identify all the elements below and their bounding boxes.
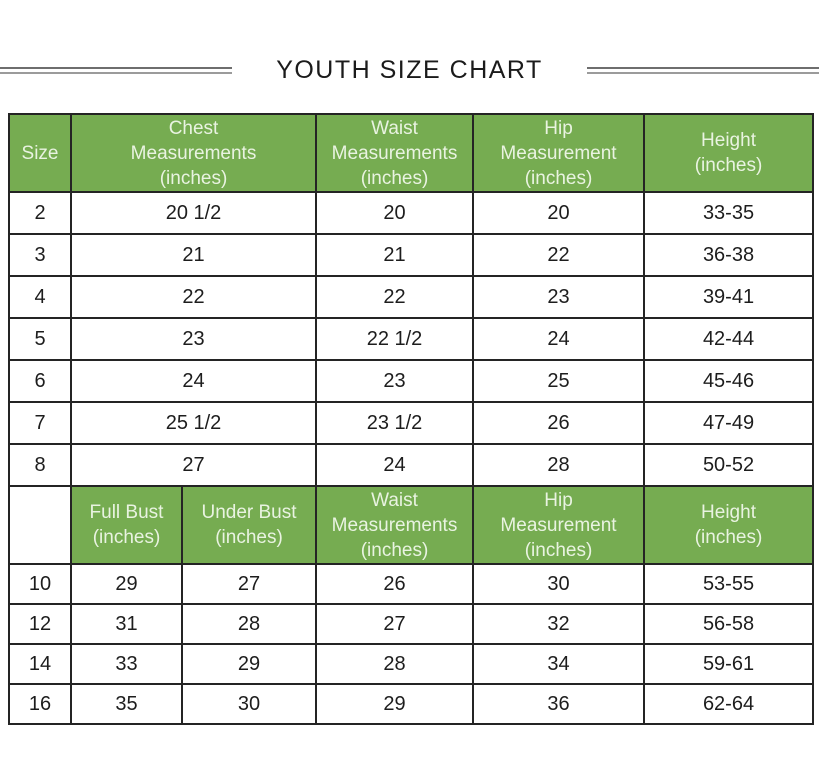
cell-size: 7 xyxy=(8,401,72,445)
page-title: YOUTH SIZE CHART xyxy=(276,56,543,84)
cell-height: 36-38 xyxy=(643,233,815,277)
cell-waist: 29 xyxy=(315,683,475,725)
cell-hip: 24 xyxy=(472,317,646,361)
col-header-waist-2: Waist Measurements (inches) xyxy=(315,485,475,565)
cell-hip: 22 xyxy=(472,233,646,277)
cell-waist: 22 xyxy=(315,275,475,319)
cell-full-bust: 31 xyxy=(70,603,183,645)
cell-under-bust: 28 xyxy=(180,603,318,645)
cell-height: 47-49 xyxy=(643,401,815,445)
cell-waist: 21 xyxy=(315,233,475,277)
cell-height: 45-46 xyxy=(643,359,815,403)
cell-height: 42-44 xyxy=(643,317,815,361)
cell-hip: 32 xyxy=(472,603,646,645)
table-row-size-3: 3 21 21 22 36-38 xyxy=(8,233,815,277)
col-header-height: Height (inches) xyxy=(643,113,815,193)
cell-waist: 20 xyxy=(315,191,475,235)
col-header-chest: Chest Measurements (inches) xyxy=(69,113,318,193)
cell-hip: 23 xyxy=(472,275,646,319)
col-header-waist: Waist Measurements (inches) xyxy=(315,113,475,193)
title-bar: YOUTH SIZE CHART xyxy=(0,0,819,86)
cell-under-bust: 29 xyxy=(180,643,318,685)
cell-size: 14 xyxy=(8,643,72,685)
title-rule-right xyxy=(586,66,819,74)
title-rule-left xyxy=(0,66,233,74)
cell-size: 12 xyxy=(8,603,72,645)
size-chart-table: Size Chest Measurements (inches) Waist M… xyxy=(8,113,815,725)
cell-chest: 20 1/2 xyxy=(69,191,318,235)
cell-size: 2 xyxy=(8,191,72,235)
cell-height: 62-64 xyxy=(643,683,815,725)
table-row-size-16: 16 35 30 29 36 62-64 xyxy=(8,683,815,725)
col-header-size: Size xyxy=(8,113,72,193)
cell-size: 6 xyxy=(8,359,72,403)
cell-hip: 26 xyxy=(472,401,646,445)
cell-hip: 20 xyxy=(472,191,646,235)
col-header-blank xyxy=(8,485,72,565)
cell-size: 5 xyxy=(8,317,72,361)
cell-waist: 22 1/2 xyxy=(315,317,475,361)
table-row-size-8: 8 27 24 28 50-52 xyxy=(8,443,815,487)
cell-height: 56-58 xyxy=(643,603,815,645)
cell-size: 4 xyxy=(8,275,72,319)
cell-height: 59-61 xyxy=(643,643,815,685)
table-row-size-5: 5 23 22 1/2 24 42-44 xyxy=(8,317,815,361)
table-row-size-12: 12 31 28 27 32 56-58 xyxy=(8,603,815,645)
col-header-hip-2: Hip Measurement (inches) xyxy=(472,485,646,565)
cell-height: 39-41 xyxy=(643,275,815,319)
cell-size: 8 xyxy=(8,443,72,487)
table-row-size-4: 4 22 22 23 39-41 xyxy=(8,275,815,319)
cell-hip: 28 xyxy=(472,443,646,487)
col-header-height-2: Height (inches) xyxy=(643,485,815,565)
cell-size: 3 xyxy=(8,233,72,277)
table-row-size-14: 14 33 29 28 34 59-61 xyxy=(8,643,815,685)
cell-waist: 26 xyxy=(315,563,475,605)
cell-height: 53-55 xyxy=(643,563,815,605)
table-header-row-youth: Size Chest Measurements (inches) Waist M… xyxy=(8,113,815,193)
table-row-size-6: 6 24 23 25 45-46 xyxy=(8,359,815,403)
col-header-hip: Hip Measurement (inches) xyxy=(472,113,646,193)
cell-chest: 22 xyxy=(69,275,318,319)
cell-chest: 27 xyxy=(69,443,318,487)
cell-size: 10 xyxy=(8,563,72,605)
table-row-size-7: 7 25 1/2 23 1/2 26 47-49 xyxy=(8,401,815,445)
cell-hip: 25 xyxy=(472,359,646,403)
cell-full-bust: 33 xyxy=(70,643,183,685)
cell-under-bust: 27 xyxy=(180,563,318,605)
cell-waist: 23 xyxy=(315,359,475,403)
cell-waist: 24 xyxy=(315,443,475,487)
cell-full-bust: 29 xyxy=(70,563,183,605)
col-header-full-bust: Full Bust (inches) xyxy=(70,485,183,565)
cell-height: 50-52 xyxy=(643,443,815,487)
cell-waist: 28 xyxy=(315,643,475,685)
table-row-size-2: 2 20 1/2 20 20 33-35 xyxy=(8,191,815,235)
cell-hip: 34 xyxy=(472,643,646,685)
cell-height: 33-35 xyxy=(643,191,815,235)
cell-full-bust: 35 xyxy=(70,683,183,725)
col-header-under-bust: Under Bust (inches) xyxy=(180,485,318,565)
cell-waist: 27 xyxy=(315,603,475,645)
cell-waist: 23 1/2 xyxy=(315,401,475,445)
cell-chest: 25 1/2 xyxy=(69,401,318,445)
cell-chest: 24 xyxy=(69,359,318,403)
cell-hip: 30 xyxy=(472,563,646,605)
cell-chest: 21 xyxy=(69,233,318,277)
cell-under-bust: 30 xyxy=(180,683,318,725)
table-row-size-10: 10 29 27 26 30 53-55 xyxy=(8,563,815,605)
cell-hip: 36 xyxy=(472,683,646,725)
table-header-row-teen: Full Bust (inches) Under Bust (inches) W… xyxy=(8,485,815,565)
cell-size: 16 xyxy=(8,683,72,725)
cell-chest: 23 xyxy=(69,317,318,361)
